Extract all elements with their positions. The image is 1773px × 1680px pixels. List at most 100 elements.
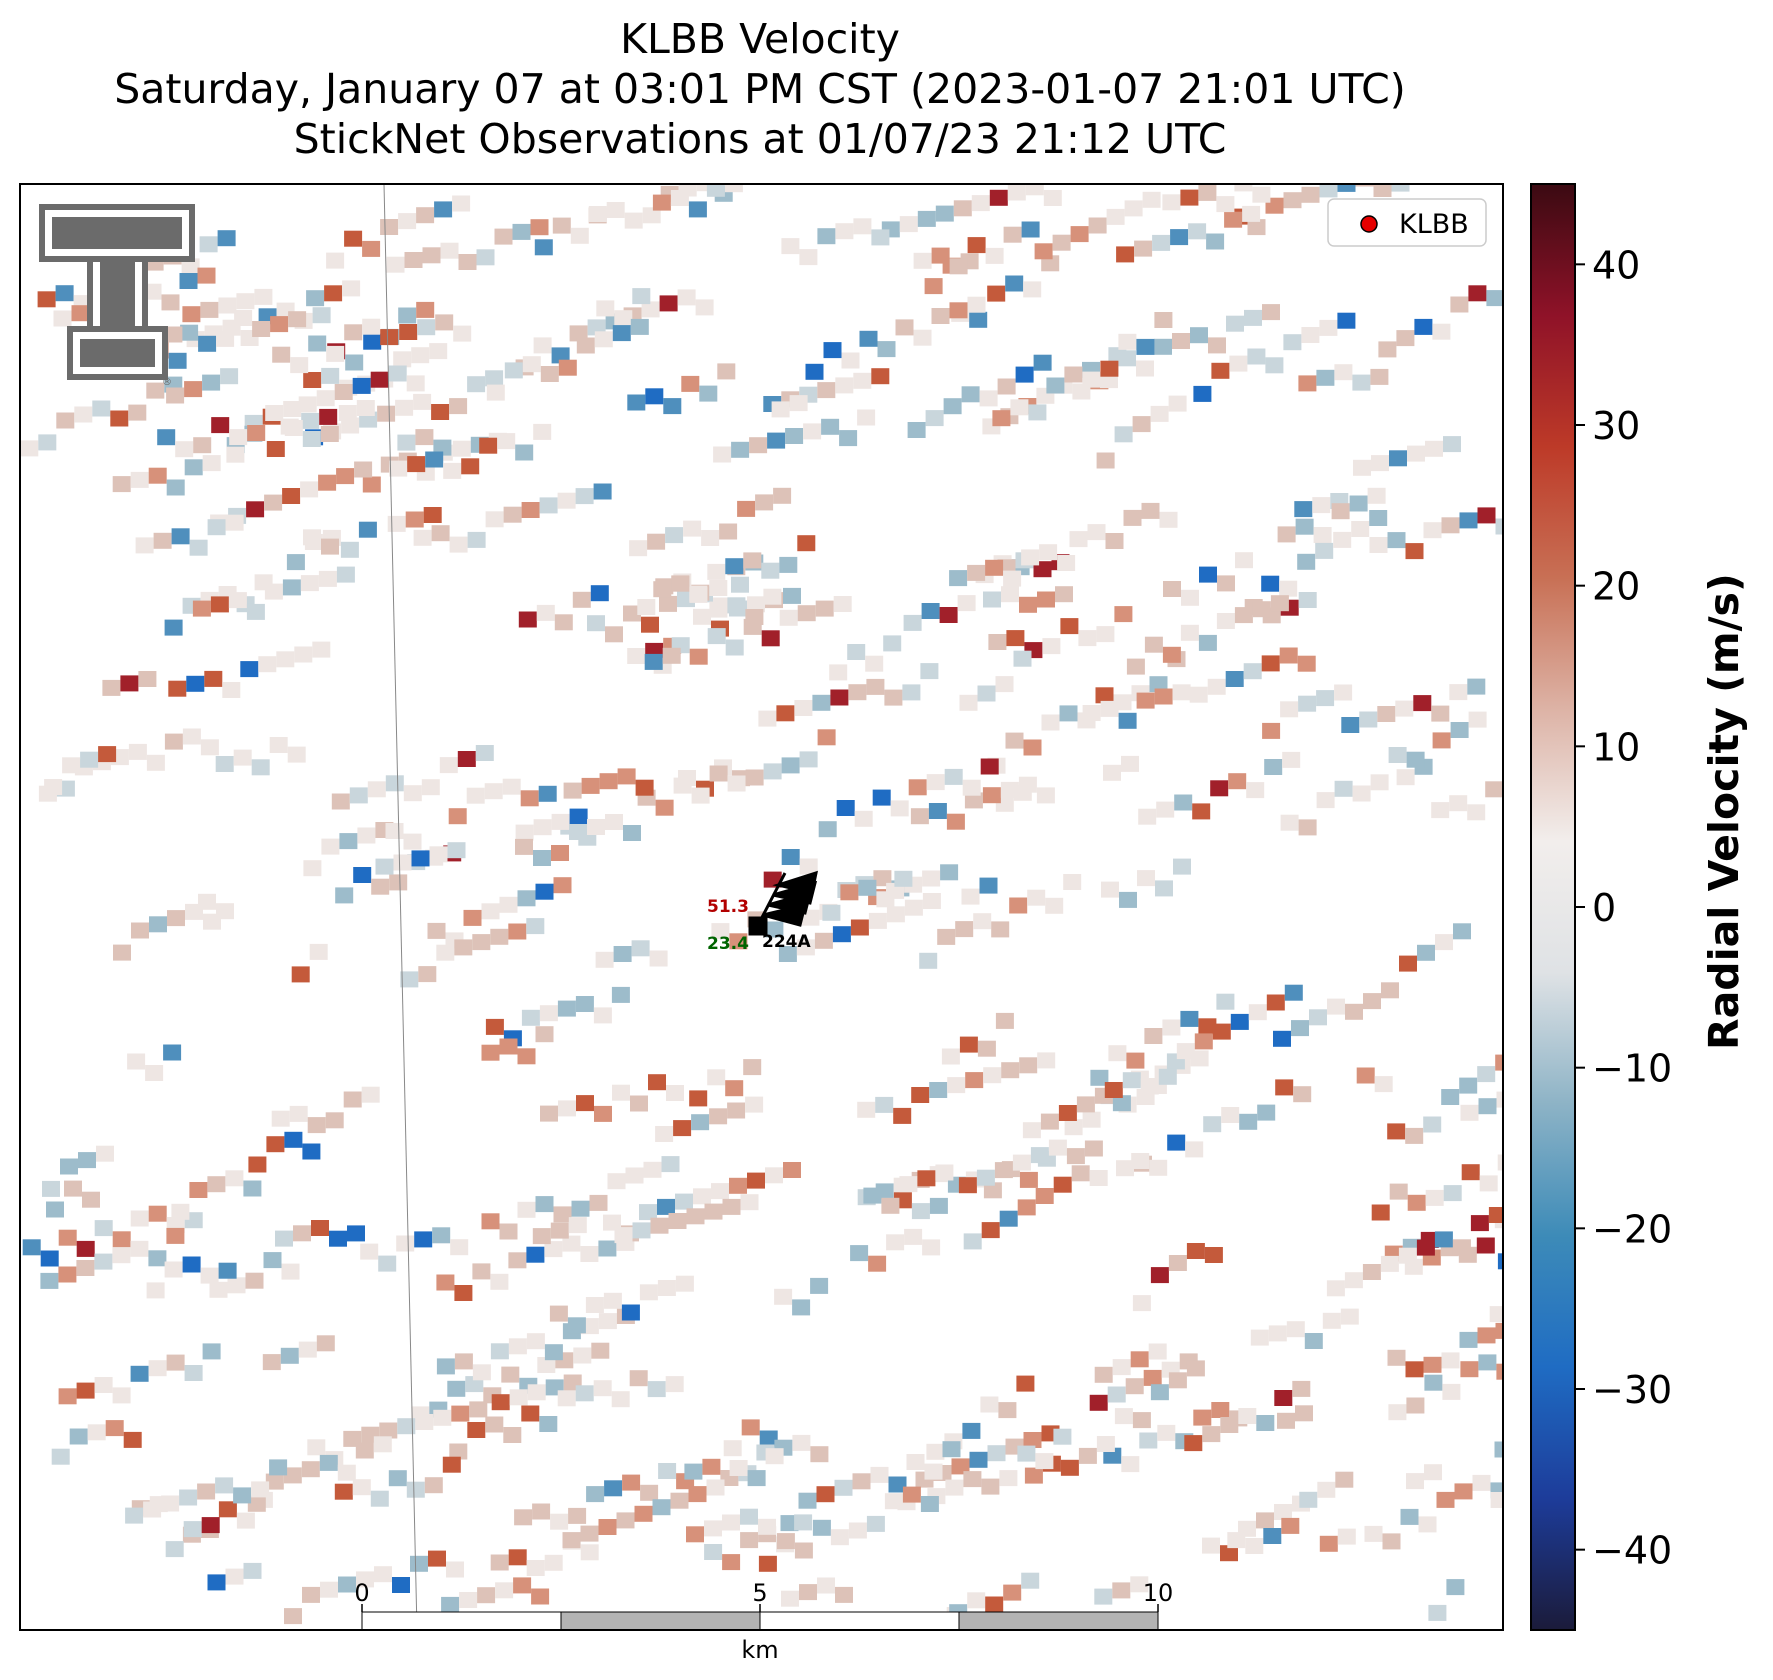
- velocity-pixel: [110, 410, 129, 427]
- velocity-pixel: [573, 1347, 592, 1364]
- velocity-pixel: [729, 1177, 747, 1194]
- velocity-pixel: [157, 429, 176, 446]
- velocity-pixel: [612, 325, 631, 342]
- velocity-pixel: [265, 405, 284, 421]
- velocity-pixel: [821, 418, 840, 435]
- velocity-pixel: [967, 564, 986, 581]
- velocity-pixel: [780, 1515, 799, 1532]
- velocity-pixel: [805, 363, 824, 380]
- velocity-pixel: [321, 538, 339, 555]
- velocity-pixel: [1173, 858, 1191, 875]
- velocity-pixel: [814, 932, 833, 949]
- velocity-pixel: [794, 700, 813, 716]
- velocity-pixel: [1369, 510, 1388, 526]
- velocity-pixel: [198, 335, 217, 352]
- velocity-pixel: [1295, 1405, 1313, 1422]
- velocity-pixel: [148, 467, 167, 484]
- velocity-pixel: [1414, 318, 1433, 335]
- velocity-pixel: [1012, 1154, 1031, 1171]
- velocity-pixel: [526, 918, 545, 935]
- velocity-pixel: [484, 783, 503, 800]
- velocity-pixel: [973, 913, 992, 930]
- velocity-pixel: [1239, 1113, 1258, 1130]
- colorbar-gradient: [1531, 184, 1575, 1630]
- velocity-pixel: [1208, 337, 1226, 354]
- velocity-pixel: [78, 1152, 96, 1169]
- velocity-pixel: [452, 440, 471, 457]
- velocity-pixel: [1021, 549, 1040, 566]
- velocity-pixel: [246, 603, 265, 620]
- velocity-pixel: [1150, 405, 1169, 422]
- velocity-pixel: [386, 256, 405, 273]
- velocity-pixel: [1297, 553, 1316, 570]
- velocity-pixel: [1282, 751, 1301, 768]
- velocity-pixel: [569, 824, 587, 840]
- velocity-pixel: [344, 324, 363, 341]
- velocity-pixel: [1045, 897, 1064, 914]
- velocity-pixel: [131, 922, 149, 939]
- velocity-pixel: [704, 1520, 722, 1537]
- velocity-pixel: [939, 607, 958, 623]
- velocity-pixel: [1116, 246, 1135, 263]
- velocity-pixel: [135, 537, 154, 554]
- velocity-pixel: [264, 494, 283, 511]
- velocity-pixel: [515, 824, 534, 841]
- velocity-pixel: [427, 922, 446, 939]
- velocity-pixel: [354, 461, 373, 478]
- velocity-pixel: [1580, 1260, 1598, 1276]
- velocity-pixel: [903, 614, 922, 631]
- velocity-pixel: [199, 236, 218, 253]
- velocity-pixel: [515, 444, 534, 461]
- velocity-pixel: [94, 1377, 113, 1393]
- velocity-pixel: [125, 1507, 144, 1524]
- velocity-pixel: [164, 619, 183, 636]
- velocity-pixel: [1370, 774, 1389, 791]
- velocity-pixel: [557, 1000, 576, 1017]
- velocity-pixel: [326, 252, 345, 269]
- velocity-pixel: [859, 330, 878, 347]
- velocity-pixel: [1207, 678, 1226, 695]
- velocity-pixel: [629, 540, 648, 557]
- velocity-pixel: [759, 1430, 778, 1447]
- velocity-pixel: [396, 1235, 415, 1252]
- velocity-pixel: [1053, 1176, 1072, 1193]
- velocity-pixel: [355, 1442, 374, 1459]
- velocity-pixel: [1298, 375, 1317, 392]
- velocity-pixel: [668, 1213, 687, 1229]
- velocity-pixel: [447, 842, 466, 859]
- velocity-pixel: [871, 368, 890, 385]
- velocity-pixel: [737, 500, 756, 517]
- velocity-pixel: [741, 1419, 760, 1436]
- velocity-pixel: [1299, 1491, 1318, 1508]
- velocity-pixel: [233, 1487, 252, 1504]
- velocity-pixel: [148, 1250, 167, 1267]
- velocity-pixel: [1364, 1525, 1383, 1542]
- velocity-pixel: [941, 1048, 960, 1065]
- velocity-pixel: [1432, 323, 1451, 340]
- velocity-pixel: [988, 634, 1007, 650]
- velocity-pixel: [283, 1467, 302, 1484]
- velocity-pixel: [186, 675, 205, 692]
- stickNet-station-224A[interactable]: 51.3 23.4 224A: [707, 870, 818, 954]
- velocity-pixel: [58, 1229, 77, 1246]
- velocity-pixel: [817, 729, 836, 746]
- velocity-pixel: [526, 1246, 545, 1263]
- velocity-pixel: [1443, 1185, 1462, 1202]
- velocity-pixel: [338, 1576, 356, 1593]
- velocity-pixel: [531, 1588, 550, 1605]
- velocity-pixel: [222, 682, 241, 698]
- velocity-pixel: [792, 1434, 811, 1451]
- velocity-pixel: [1495, 1054, 1503, 1071]
- velocity-pixel: [1370, 368, 1389, 385]
- velocity-pixel: [215, 1477, 234, 1494]
- velocity-pixel: [367, 781, 386, 798]
- velocity-pixel: [207, 1176, 226, 1193]
- velocity-pixel: [1423, 522, 1442, 539]
- velocity-pixel: [580, 1525, 599, 1542]
- velocity-pixel: [695, 299, 714, 316]
- velocity-pixel: [1418, 1516, 1437, 1533]
- velocity-pixel: [431, 525, 450, 542]
- velocity-pixel: [22, 1239, 41, 1256]
- velocity-pixel: [1497, 1253, 1503, 1270]
- velocity-pixel: [544, 1241, 563, 1258]
